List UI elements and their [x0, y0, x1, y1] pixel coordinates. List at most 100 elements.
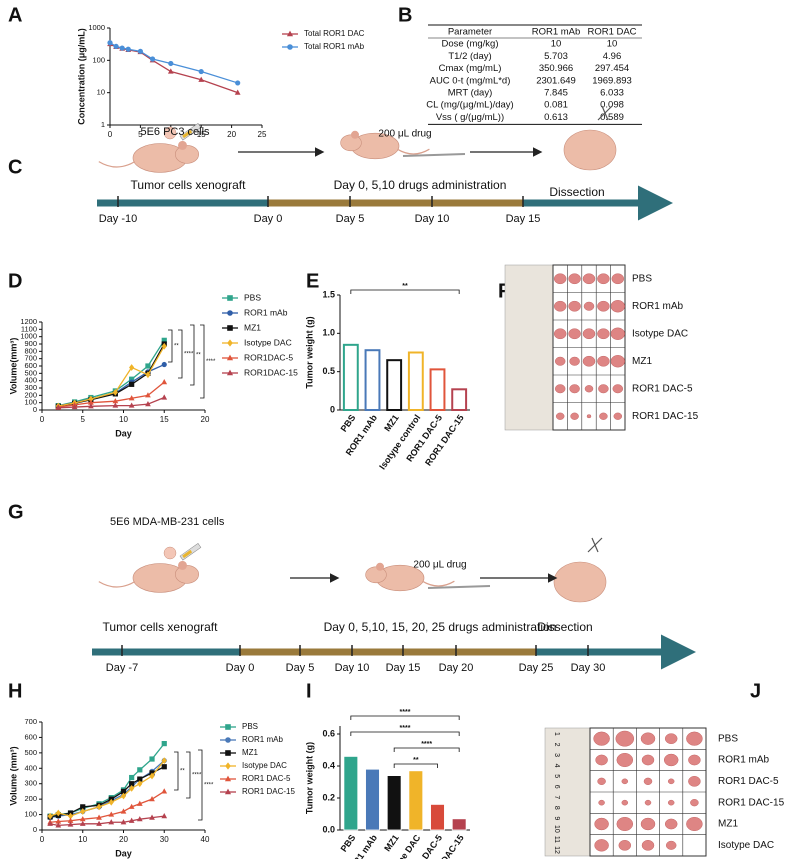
tumor	[595, 754, 608, 766]
timeline-text: Tumor cells xenograft	[131, 178, 247, 192]
y-tick-label: 200	[24, 390, 37, 399]
y-tick-label: 0.5	[322, 366, 335, 376]
table-cell: 1969.893	[592, 75, 632, 86]
y-tick-label: 0	[33, 825, 37, 834]
legend-label: Isotype DAC	[242, 761, 287, 770]
tumor	[686, 731, 703, 746]
syringe-needle	[427, 585, 491, 589]
ruler-mark: 11	[553, 836, 560, 843]
data-point	[67, 812, 74, 820]
legend-label: MZ1	[244, 322, 261, 332]
photo-label: ROR1 DAC-5	[718, 776, 779, 787]
tumor	[555, 412, 565, 420]
y-tick-label: 600	[24, 732, 37, 741]
day-label: Day 10	[415, 213, 450, 225]
data-point	[198, 76, 205, 82]
x-tick-label: 15	[160, 415, 169, 424]
mouse-ear	[376, 562, 384, 571]
significance-label: ****	[204, 783, 214, 789]
data-point	[137, 48, 143, 54]
data-point	[128, 402, 135, 408]
tumor	[582, 328, 596, 340]
day-label: Day 30	[571, 662, 606, 674]
ruler-mark: 3	[553, 753, 560, 757]
ruler-mark: 4	[553, 764, 560, 768]
data-point	[145, 392, 151, 398]
data-point	[129, 781, 135, 787]
data-point	[137, 780, 143, 788]
ruler-mark: 12	[553, 846, 560, 854]
tumor	[593, 731, 610, 746]
day-label: Day 5	[336, 213, 365, 225]
significance-label: ****	[184, 352, 194, 358]
y-tick-label: 700	[24, 717, 37, 726]
ruler-mark: 6	[553, 785, 560, 789]
photo-label: PBS	[632, 273, 652, 284]
y-tick-label: 1.0	[322, 328, 335, 338]
tumor	[568, 328, 581, 340]
legend-marker	[287, 44, 293, 50]
data-point	[128, 817, 135, 823]
tumor	[554, 384, 566, 394]
data-point	[168, 60, 174, 67]
x-tick-label: 15	[197, 130, 206, 139]
panel-letter: H	[8, 680, 22, 702]
data-point	[88, 399, 94, 405]
tumor	[610, 355, 626, 368]
x-tick-label: 20	[227, 130, 236, 139]
data-point	[120, 808, 127, 814]
significance-label: ****	[206, 359, 216, 365]
table-cell: MRT (day)	[448, 88, 493, 99]
tumor	[665, 840, 677, 850]
legend-label: ROR1 mAb	[244, 307, 288, 317]
data-point	[161, 342, 167, 350]
day-label: Day 15	[386, 662, 421, 674]
x-tick-label: MZ1	[382, 413, 401, 433]
tumor	[584, 385, 594, 393]
tumor	[610, 300, 626, 313]
tumor	[640, 817, 656, 831]
cells	[163, 546, 177, 560]
tumor	[611, 273, 625, 285]
data-point	[145, 401, 151, 407]
tumor	[583, 301, 595, 311]
y-tick-label: 1200	[20, 317, 37, 326]
tumor	[667, 799, 675, 806]
y-tick-label: 600	[24, 361, 37, 370]
significance-label: **	[413, 757, 419, 764]
syringe-liquid	[182, 549, 193, 559]
bar	[429, 368, 446, 412]
mouse-head	[175, 145, 200, 164]
tumor	[598, 799, 605, 806]
photo-label: PBS	[718, 733, 738, 744]
legend-label: ROR1 DAC-15	[242, 787, 295, 796]
y-axis-label: Volume (mm³)	[8, 746, 18, 805]
data-point	[67, 817, 74, 823]
timeline-text: 5E6 PC3 cells	[140, 126, 210, 138]
mouse-ear	[178, 140, 187, 150]
data-point	[96, 814, 102, 820]
ruler	[544, 727, 591, 857]
table-cell: CL (mg/(μg/mL)/day)	[426, 100, 513, 111]
legend-label: PBS	[244, 292, 261, 302]
x-axis-label: Day	[115, 428, 132, 438]
tumor	[569, 356, 580, 366]
significance-bracket	[350, 715, 460, 720]
legend-label: MZ1	[242, 748, 259, 757]
table-cell: T1/2 (day)	[448, 51, 491, 62]
mouse-tail	[422, 580, 455, 587]
mouse-tail	[98, 581, 136, 588]
y-tick-label: 300	[24, 779, 37, 788]
data-point	[108, 798, 114, 806]
legend-label: Total ROR1 DAC	[304, 29, 365, 38]
table-cell: 297.454	[595, 63, 629, 74]
series-line	[49, 760, 165, 817]
mouse-head	[175, 565, 200, 584]
tumor	[553, 300, 567, 312]
tumor	[610, 327, 626, 340]
day-label: Day 10	[335, 662, 370, 674]
significance-label: **	[402, 283, 408, 290]
x-tick-label: 5	[138, 130, 143, 139]
data-point	[47, 812, 53, 820]
tumor	[569, 384, 580, 394]
